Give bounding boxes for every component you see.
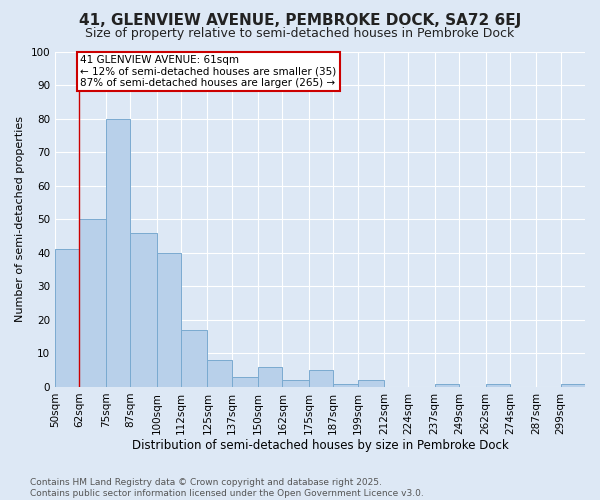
Bar bbox=[181, 330, 208, 387]
Bar bbox=[157, 253, 181, 387]
Bar bbox=[309, 370, 333, 387]
Bar bbox=[55, 250, 79, 387]
Bar bbox=[358, 380, 384, 387]
Bar bbox=[435, 384, 459, 387]
Text: Size of property relative to semi-detached houses in Pembroke Dock: Size of property relative to semi-detach… bbox=[85, 28, 515, 40]
Text: 41, GLENVIEW AVENUE, PEMBROKE DOCK, SA72 6EJ: 41, GLENVIEW AVENUE, PEMBROKE DOCK, SA72… bbox=[79, 12, 521, 28]
Bar bbox=[79, 219, 106, 387]
Text: Contains HM Land Registry data © Crown copyright and database right 2025.
Contai: Contains HM Land Registry data © Crown c… bbox=[30, 478, 424, 498]
Bar bbox=[106, 118, 130, 387]
Bar bbox=[283, 380, 309, 387]
X-axis label: Distribution of semi-detached houses by size in Pembroke Dock: Distribution of semi-detached houses by … bbox=[131, 440, 508, 452]
Bar bbox=[333, 384, 358, 387]
Bar bbox=[560, 384, 585, 387]
Bar bbox=[485, 384, 510, 387]
Text: 41 GLENVIEW AVENUE: 61sqm
← 12% of semi-detached houses are smaller (35)
87% of : 41 GLENVIEW AVENUE: 61sqm ← 12% of semi-… bbox=[80, 55, 337, 88]
Bar bbox=[258, 367, 283, 387]
Bar bbox=[232, 377, 258, 387]
Bar bbox=[208, 360, 232, 387]
Bar bbox=[130, 232, 157, 387]
Y-axis label: Number of semi-detached properties: Number of semi-detached properties bbox=[15, 116, 25, 322]
